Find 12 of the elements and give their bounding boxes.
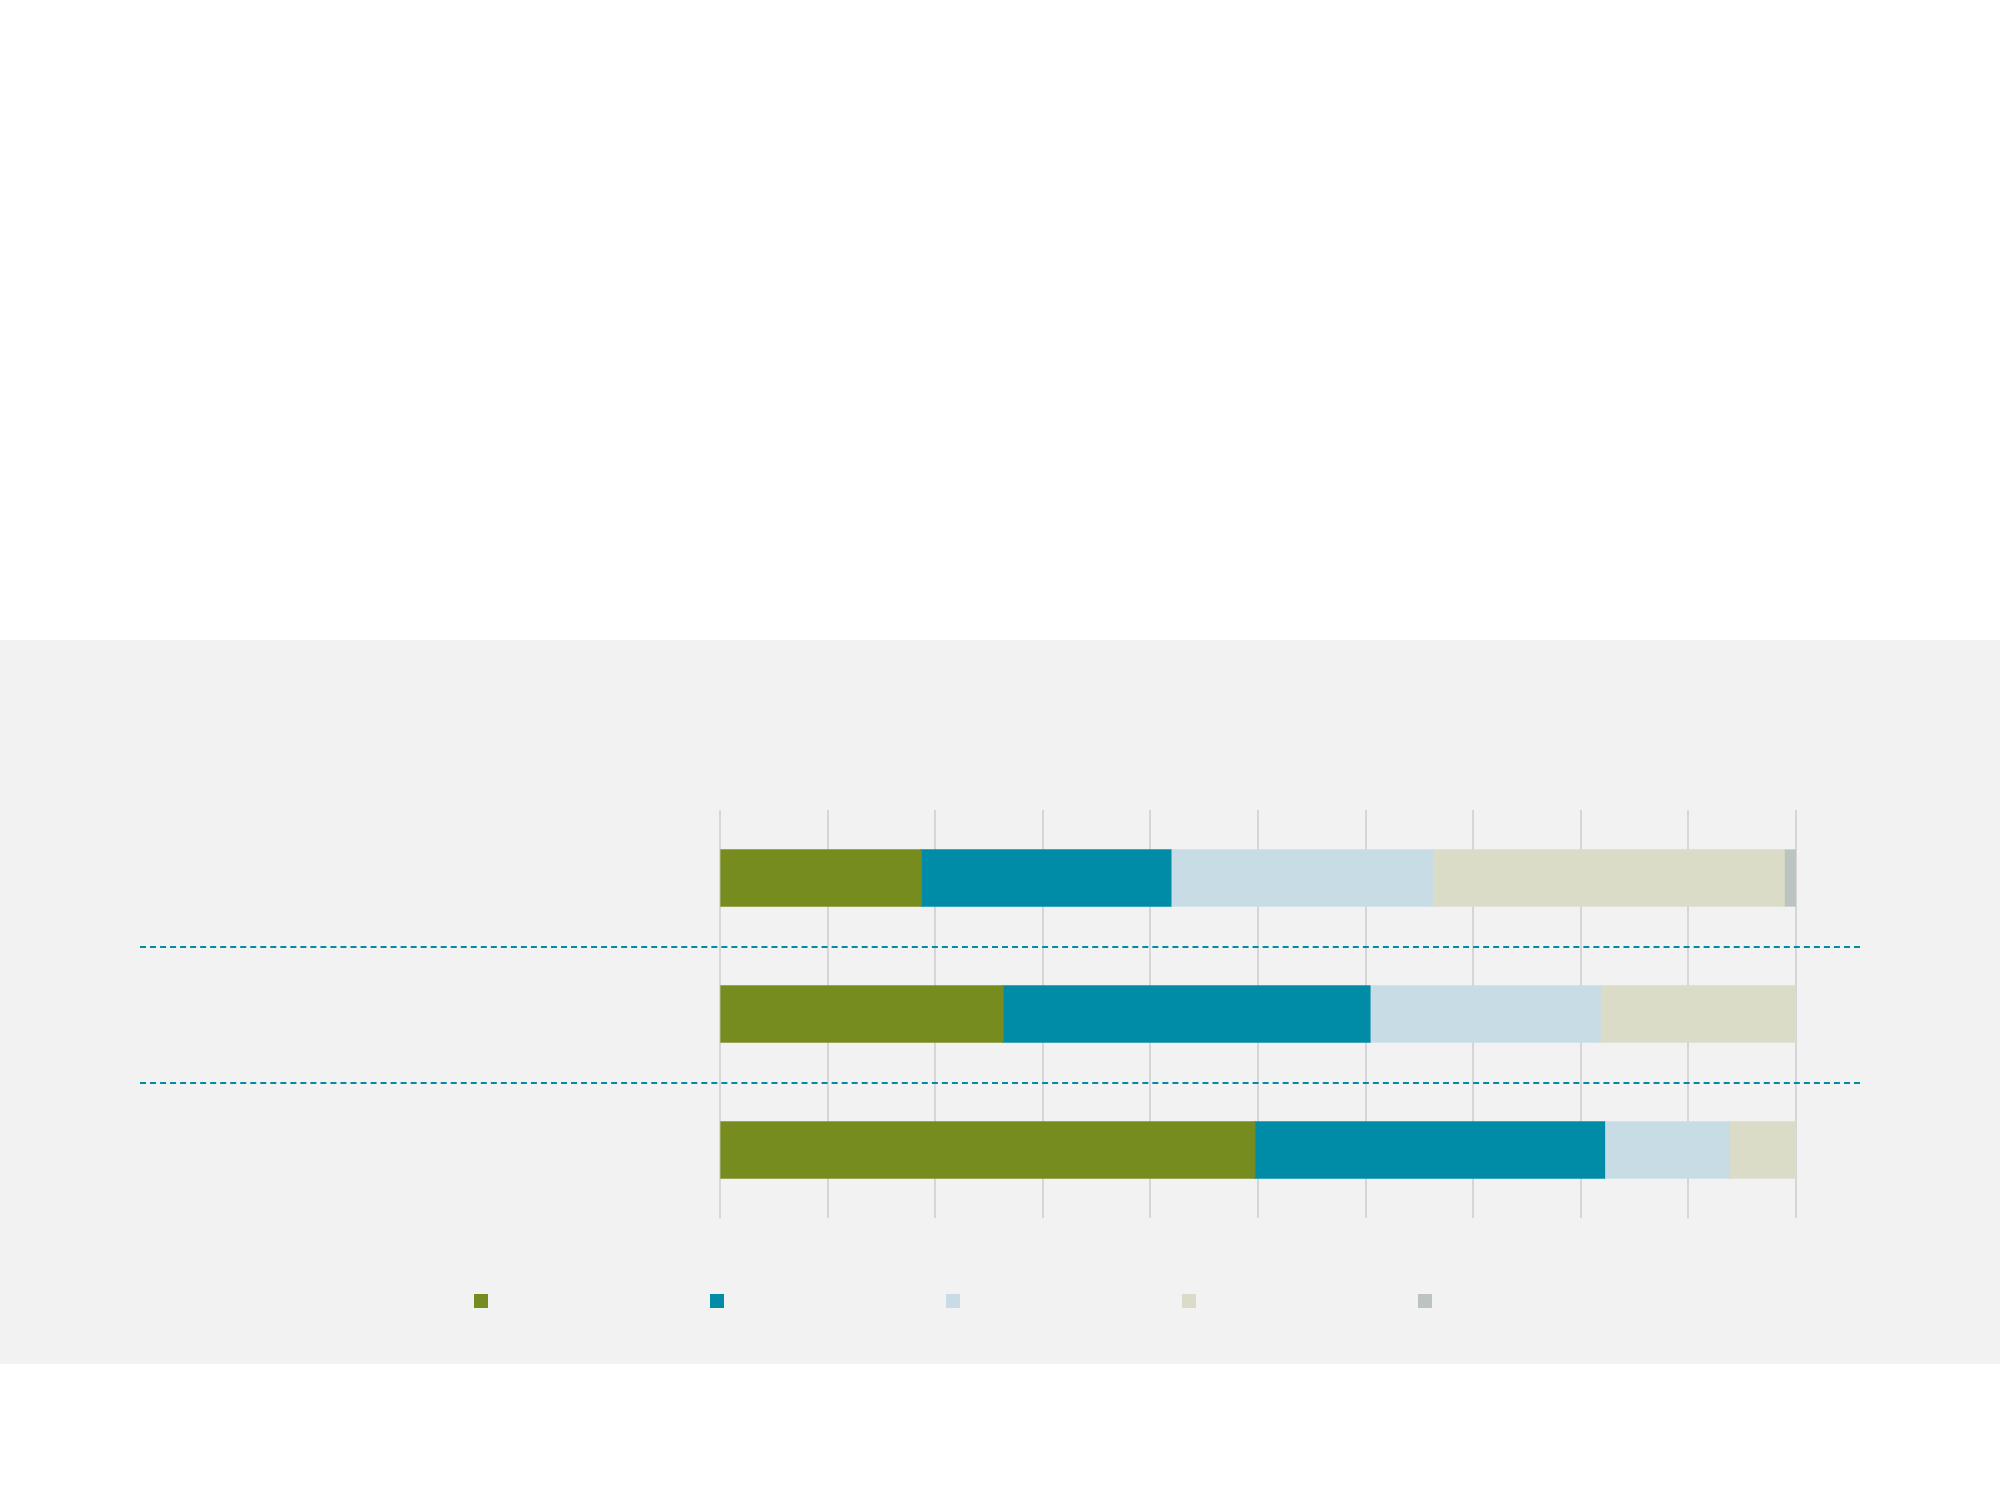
bar: [1002, 985, 1371, 1043]
bar: [920, 849, 1172, 907]
bar: [720, 985, 1004, 1043]
bar: [1431, 849, 1785, 907]
bar: [1369, 985, 1601, 1043]
bar: [1254, 1121, 1606, 1179]
bar: [1603, 1121, 1730, 1179]
bar: [1599, 985, 1796, 1043]
bar: [1170, 849, 1433, 907]
bar: [720, 849, 922, 907]
bar: [720, 1121, 1256, 1179]
bar: [1728, 1121, 1796, 1179]
